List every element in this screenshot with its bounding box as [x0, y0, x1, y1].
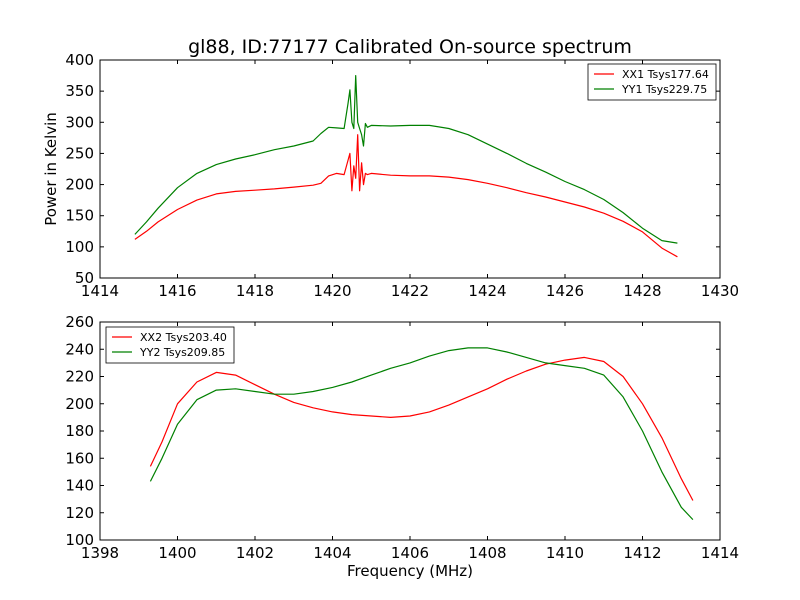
- x-tick-label: 1406: [391, 544, 429, 562]
- y-tick-label: 140: [65, 477, 94, 495]
- y-tick-label: 350: [65, 82, 94, 100]
- y-axis-label: Power in Kelvin: [42, 112, 60, 226]
- y-tick-label: 120: [65, 504, 94, 522]
- x-tick-label: 1426: [546, 282, 584, 300]
- x-tick-label: 1428: [623, 282, 661, 300]
- x-tick-label: 1404: [313, 544, 351, 562]
- x-tick-label: 1408: [468, 544, 506, 562]
- figure-title: gl88, ID:77177 Calibrated On-source spec…: [188, 36, 632, 58]
- x-tick-label: 1420: [313, 282, 351, 300]
- legend-label: XX2 Tsys203.40: [140, 331, 227, 344]
- x-tick-label: 1398: [81, 544, 119, 562]
- legend: XX2 Tsys203.40 YY2 Tsys209.85: [105, 326, 235, 364]
- x-tick-label: 1400: [158, 544, 196, 562]
- legend-label: YY1 Tsys229.75: [621, 83, 707, 96]
- x-tick-label: 1414: [81, 282, 119, 300]
- y-tick-label: 200: [65, 395, 94, 413]
- y-tick-label: 300: [65, 113, 94, 131]
- x-tick-label: 1418: [236, 282, 274, 300]
- legend: XX1 Tsys177.64 YY1 Tsys229.75: [587, 63, 717, 101]
- x-tick-label: 1430: [701, 282, 739, 300]
- y-tick-label: 50: [75, 269, 94, 287]
- x-tick-label: 1424: [468, 282, 506, 300]
- series-line-2-2: [149, 347, 694, 521]
- y-tick-label: 400: [65, 51, 94, 69]
- legend-label: YY2 Tsys209.85: [139, 346, 225, 359]
- y-tick-label: 160: [65, 449, 94, 467]
- x-tick-label: 1422: [391, 282, 429, 300]
- series-line-1-2: [134, 75, 678, 244]
- y-tick-label: 100: [65, 531, 94, 549]
- y-tick-label: 100: [65, 238, 94, 256]
- x-tick-label: 1410: [546, 544, 584, 562]
- x-tick-label: 1416: [158, 282, 196, 300]
- legend-box: [587, 63, 717, 101]
- x-axis-label: Frequency (MHz): [347, 562, 473, 580]
- series-line-1-1: [134, 134, 678, 258]
- y-tick-label: 180: [65, 422, 94, 440]
- legend-box: [105, 326, 235, 364]
- y-tick-label: 200: [65, 176, 94, 194]
- x-tick-label: 1414: [701, 544, 739, 562]
- y-tick-label: 260: [65, 313, 94, 331]
- series-line-2-1: [149, 356, 694, 501]
- top-plot: 1414 1416 1418 1420 1422 1424 1426 1428 1430 50 10…: [42, 51, 739, 300]
- y-tick-label: 250: [65, 144, 94, 162]
- y-tick-label: 240: [65, 340, 94, 358]
- x-tick-label: 1412: [623, 544, 661, 562]
- y-tick-label: 150: [65, 207, 94, 225]
- y-tick-label: 220: [65, 368, 94, 386]
- legend-label: XX1 Tsys177.64: [622, 68, 709, 81]
- x-tick-label: 1402: [236, 544, 274, 562]
- bottom-plot: 1398 1400 1402 1404 1406 1408 1410 1412 1414 100 1…: [65, 313, 739, 580]
